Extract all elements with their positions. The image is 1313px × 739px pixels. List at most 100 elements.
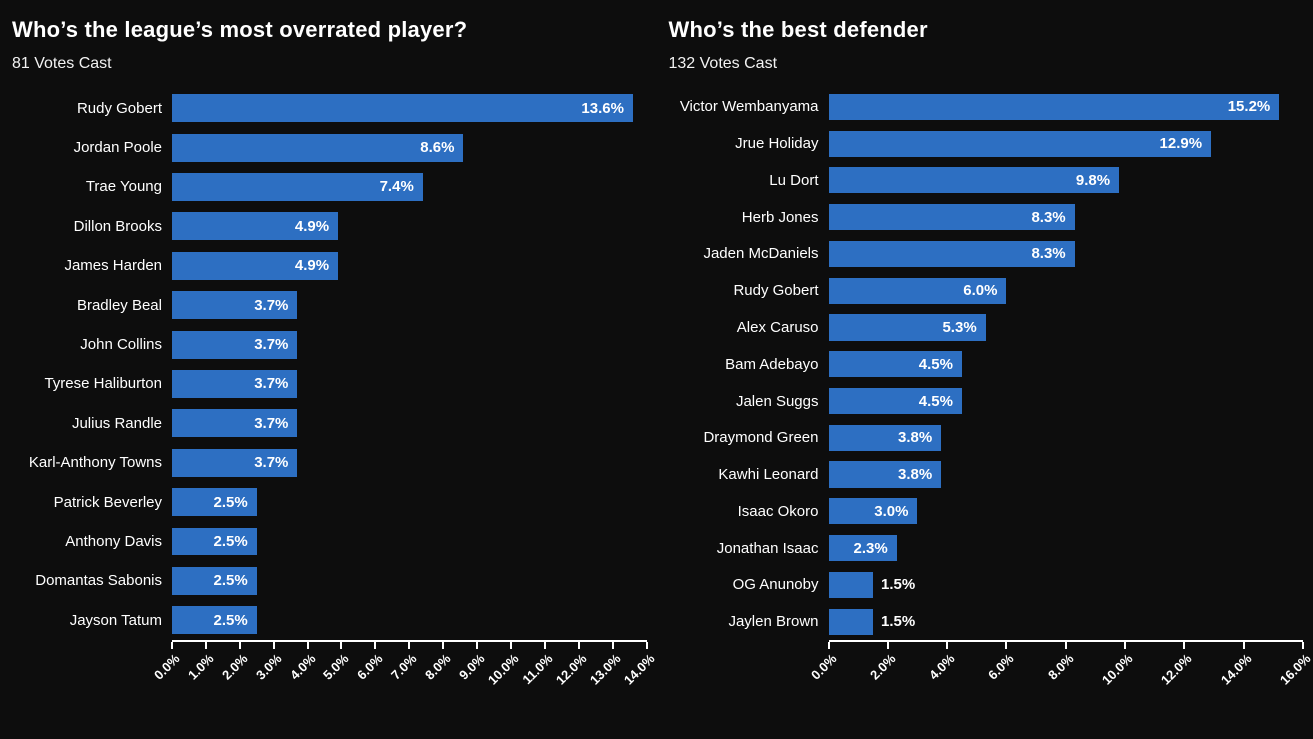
- bar: 3.8%: [829, 425, 942, 451]
- bar-row: Julius Randle 3.7%: [12, 404, 647, 443]
- category-label: Dillon Brooks: [12, 218, 172, 235]
- tick-mark: [239, 642, 241, 649]
- bar-track: 8.3%: [829, 236, 1304, 273]
- bar-track: 2.5%: [172, 522, 647, 561]
- category-label: Tyrese Haliburton: [12, 375, 172, 392]
- tick-mark: [171, 642, 173, 649]
- tick-mark: [578, 642, 580, 649]
- tick-mark: [887, 642, 889, 649]
- bar-track: 4.5%: [829, 346, 1304, 383]
- bar: 3.7%: [172, 370, 297, 398]
- value-label: 13.6%: [572, 100, 633, 117]
- tick-mark: [476, 642, 478, 649]
- tick-mark: [1005, 642, 1007, 649]
- bar-track: 4.9%: [172, 207, 647, 246]
- bar: 8.6%: [172, 134, 463, 162]
- bar: 4.9%: [172, 252, 338, 280]
- bar: 9.8%: [829, 167, 1120, 193]
- value-label: 8.6%: [411, 139, 463, 156]
- bar: 8.3%: [829, 241, 1075, 267]
- bar: 6.0%: [829, 278, 1007, 304]
- bar-track: 8.3%: [829, 199, 1304, 236]
- x-axis: 0.0%2.0%4.0%6.0%8.0%10.0%12.0%14.0%16.0%: [829, 640, 1304, 700]
- bar: 15.2%: [829, 94, 1280, 120]
- chart-best-defender: Who’s the best defender 132 Votes Cast V…: [657, 0, 1313, 700]
- bar-track: 3.7%: [172, 325, 647, 364]
- tick-mark: [205, 642, 207, 649]
- value-label: 2.5%: [205, 572, 257, 589]
- bar-track: 2.5%: [172, 482, 647, 521]
- value-label: 2.5%: [205, 533, 257, 550]
- bar-track: 6.0%: [829, 272, 1304, 309]
- value-label: 3.7%: [245, 454, 297, 471]
- bar-track: 3.7%: [172, 443, 647, 482]
- category-label: Kawhi Leonard: [669, 466, 829, 483]
- bar: 3.7%: [172, 449, 297, 477]
- bar-track: 2.3%: [829, 530, 1304, 567]
- bar: 2.5%: [172, 567, 257, 595]
- tick-mark: [1243, 642, 1245, 649]
- category-label: Herb Jones: [669, 209, 829, 226]
- value-label: 1.5%: [873, 576, 915, 593]
- tick-mark: [307, 642, 309, 649]
- bar: 2.5%: [172, 488, 257, 516]
- tick-mark: [510, 642, 512, 649]
- bar-track: 8.6%: [172, 128, 647, 167]
- poll-results-dashboard: Who’s the league’s most overrated player…: [0, 0, 1313, 700]
- bar: 4.5%: [829, 388, 962, 414]
- value-label: 4.5%: [910, 356, 962, 373]
- bar: 3.0%: [829, 498, 918, 524]
- category-label: Julius Randle: [12, 415, 172, 432]
- bar: 4.9%: [172, 212, 338, 240]
- bar-row: Karl-Anthony Towns 3.7%: [12, 443, 647, 482]
- category-label: Jalen Suggs: [669, 393, 829, 410]
- bar: 12.9%: [829, 131, 1212, 157]
- value-label: 2.5%: [205, 612, 257, 629]
- bar-track: 3.7%: [172, 285, 647, 324]
- chart-subtitle: 81 Votes Cast: [12, 55, 647, 73]
- bar-track: 2.5%: [172, 601, 647, 640]
- bar-track: 3.7%: [172, 364, 647, 403]
- tick-mark: [612, 642, 614, 649]
- tick-mark: [946, 642, 948, 649]
- tick-mark: [1124, 642, 1126, 649]
- category-label: Karl-Anthony Towns: [12, 454, 172, 471]
- bar-track: 3.0%: [829, 493, 1304, 530]
- category-label: OG Anunoby: [669, 576, 829, 593]
- bar: 3.7%: [172, 331, 297, 359]
- bar: 3.7%: [172, 409, 297, 437]
- bar: 2.5%: [172, 606, 257, 634]
- value-label: 8.3%: [1022, 245, 1074, 262]
- value-label: 1.5%: [873, 613, 915, 630]
- category-label: Jordan Poole: [12, 139, 172, 156]
- value-label: 3.7%: [245, 336, 297, 353]
- bar-track: 9.8%: [829, 162, 1304, 199]
- bar-track: 3.7%: [172, 404, 647, 443]
- bar-track: 4.5%: [829, 383, 1304, 420]
- bar-track: 4.9%: [172, 246, 647, 285]
- value-label: 8.3%: [1022, 209, 1074, 226]
- x-axis: 0.0%1.0%2.0%3.0%4.0%5.0%6.0%7.0%8.0%9.0%…: [172, 640, 647, 700]
- value-label: 4.9%: [286, 257, 338, 274]
- value-label: 5.3%: [933, 319, 985, 336]
- value-label: 3.0%: [865, 503, 917, 520]
- category-label: Anthony Davis: [12, 533, 172, 550]
- value-label: 3.7%: [245, 415, 297, 432]
- bar-row: Jordan Poole 8.6%: [12, 128, 647, 167]
- bar-row: Herb Jones 8.3%: [669, 199, 1304, 236]
- tick-mark: [273, 642, 275, 649]
- category-label: Jrue Holiday: [669, 135, 829, 152]
